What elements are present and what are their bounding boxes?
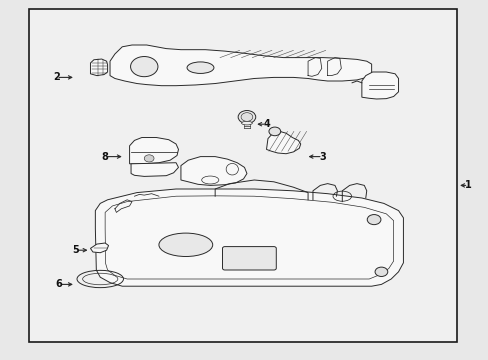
Text: 3: 3: [319, 152, 325, 162]
Ellipse shape: [241, 121, 252, 125]
Circle shape: [366, 215, 380, 225]
Polygon shape: [266, 131, 300, 154]
Circle shape: [238, 111, 255, 123]
Circle shape: [241, 113, 252, 121]
Text: 8: 8: [102, 152, 108, 162]
Circle shape: [144, 155, 154, 162]
Polygon shape: [181, 157, 246, 185]
Polygon shape: [95, 189, 403, 286]
Bar: [29, 9, 456, 342]
Ellipse shape: [159, 233, 212, 256]
Polygon shape: [361, 72, 398, 99]
Text: 7: 7: [375, 89, 382, 99]
Ellipse shape: [186, 62, 214, 73]
Text: 4: 4: [263, 119, 269, 129]
Text: 6: 6: [55, 279, 62, 289]
Polygon shape: [110, 45, 371, 86]
Text: 2: 2: [53, 72, 60, 82]
Polygon shape: [129, 138, 178, 164]
Polygon shape: [90, 243, 108, 253]
Polygon shape: [131, 163, 178, 176]
FancyBboxPatch shape: [222, 247, 276, 270]
Circle shape: [374, 267, 387, 276]
Polygon shape: [90, 59, 107, 76]
Circle shape: [268, 127, 280, 136]
Text: 5: 5: [72, 245, 79, 255]
Text: 1: 1: [464, 180, 471, 190]
Circle shape: [130, 57, 158, 77]
